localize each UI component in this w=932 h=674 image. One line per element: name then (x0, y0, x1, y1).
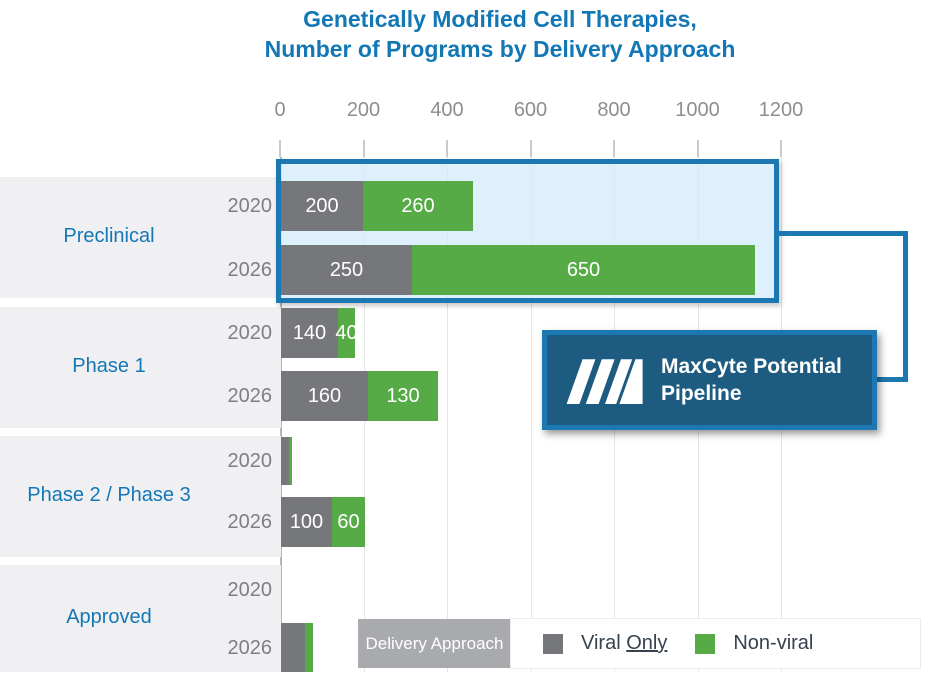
bar-segment-label: 60 (337, 510, 360, 533)
callout-connector-bottom (877, 377, 908, 382)
chart-title-line1: Genetically Modified Cell Therapies, (303, 6, 697, 32)
legend-label-nonviral: Non-viral (733, 632, 814, 654)
bar-segment-viral: 250 (281, 245, 412, 295)
bar-segment-label: 200 (305, 194, 339, 217)
category-label: Phase 2 / Phase 3 (27, 483, 191, 506)
viral-only-swatch-icon (543, 633, 563, 654)
bar-segment-nonviral (289, 437, 292, 485)
axis-tick-label: 800 (597, 99, 631, 121)
axis-tick (362, 140, 365, 157)
category-label: Preclinical (63, 224, 155, 247)
axis-tick-label: 600 (513, 99, 548, 121)
bar-row: 200 260 (281, 181, 473, 231)
axis-tick (279, 140, 281, 157)
bar-row: 140 40 (281, 308, 358, 358)
category-label: Approved (66, 605, 152, 628)
bar-segment-nonviral: 260 (363, 181, 473, 231)
maxcyte-m-logo-icon (566, 359, 643, 404)
legend-title-box: Delivery Approach (358, 619, 511, 668)
grid-line (447, 157, 448, 672)
bar-row (281, 623, 313, 672)
legend-items: Viral Only Non-viral (510, 618, 921, 669)
axis-tick-label: 1200 (758, 99, 804, 121)
chart-title: Genetically Modified Cell Therapies, Num… (68, 4, 932, 64)
bar-segment-viral: 100 (281, 497, 332, 547)
year-label: 2020 (227, 195, 273, 217)
bar-segment-label: 100 (289, 510, 324, 533)
category-label: Phase 1 (72, 354, 146, 377)
bar-row: 250 650 (281, 245, 755, 295)
chart-title-line2: Number of Programs by Delivery Approach (264, 36, 736, 62)
year-label: 2026 (227, 636, 273, 659)
bar-segment-viral: 200 (281, 181, 363, 231)
category-band (0, 565, 281, 672)
bar-segment-label: 160 (307, 384, 342, 407)
maxcyte-callout-badge: MaxCyte Potential Pipeline (542, 330, 877, 430)
bar-segment-nonviral: 650 (412, 245, 755, 295)
bar-row: 160 130 (281, 371, 438, 421)
bar-segment-label: 250 (329, 258, 364, 281)
callout-connector-right (903, 231, 908, 382)
category-band (0, 177, 281, 298)
year-label: 2020 (227, 322, 273, 344)
year-label: 2026 (227, 385, 273, 407)
axis-tick-label: 0 (274, 99, 286, 121)
year-label: 2020 (227, 579, 273, 601)
axis-tick-label: 400 (430, 99, 464, 121)
callout-label: MaxCyte Potential Pipeline (661, 355, 842, 405)
axis-tick (613, 140, 615, 157)
bar-segment-viral: 140 (281, 308, 338, 358)
axis-tick (529, 140, 532, 157)
axis-tick (696, 140, 699, 157)
axis-tick (446, 140, 448, 157)
year-label: 2020 (227, 450, 273, 472)
bar-segment-nonviral: 60 (332, 497, 365, 547)
legend-label-viral-underlined: Only (626, 632, 668, 654)
axis-tick-label: 1000 (675, 99, 720, 121)
bar-segment-viral (281, 437, 289, 485)
axis-tick (780, 140, 782, 157)
year-label: 2026 (227, 259, 273, 281)
legend: Delivery Approach Viral Only Non-viral (358, 618, 921, 669)
bar-row (281, 437, 292, 485)
legend-label-viral-pre: Viral (581, 632, 627, 654)
bar-row: 100 60 (281, 497, 365, 547)
bar-segment-label: 650 (566, 258, 601, 281)
axis-tick-label: 200 (346, 99, 381, 121)
bar-segment-nonviral (305, 623, 313, 672)
category-band (0, 436, 281, 557)
bar-segment-nonviral: 40 (335, 308, 358, 358)
grid-line (530, 157, 532, 672)
callout-connector-top (779, 231, 908, 236)
bar-segment-label: 130 (386, 384, 420, 407)
bar-segment-viral: 160 (281, 371, 368, 421)
bar-segment-viral (281, 623, 305, 672)
year-label: 2026 (227, 511, 273, 533)
bar-segment-label: 40 (335, 321, 358, 344)
bar-segment-label: 260 (401, 194, 435, 217)
category-band (0, 307, 281, 428)
bar-segment-nonviral: 130 (368, 371, 438, 421)
non-viral-swatch-icon (695, 633, 716, 654)
legend-label-viral: Viral Only (581, 632, 667, 655)
bar-segment-label: 140 (292, 321, 327, 344)
